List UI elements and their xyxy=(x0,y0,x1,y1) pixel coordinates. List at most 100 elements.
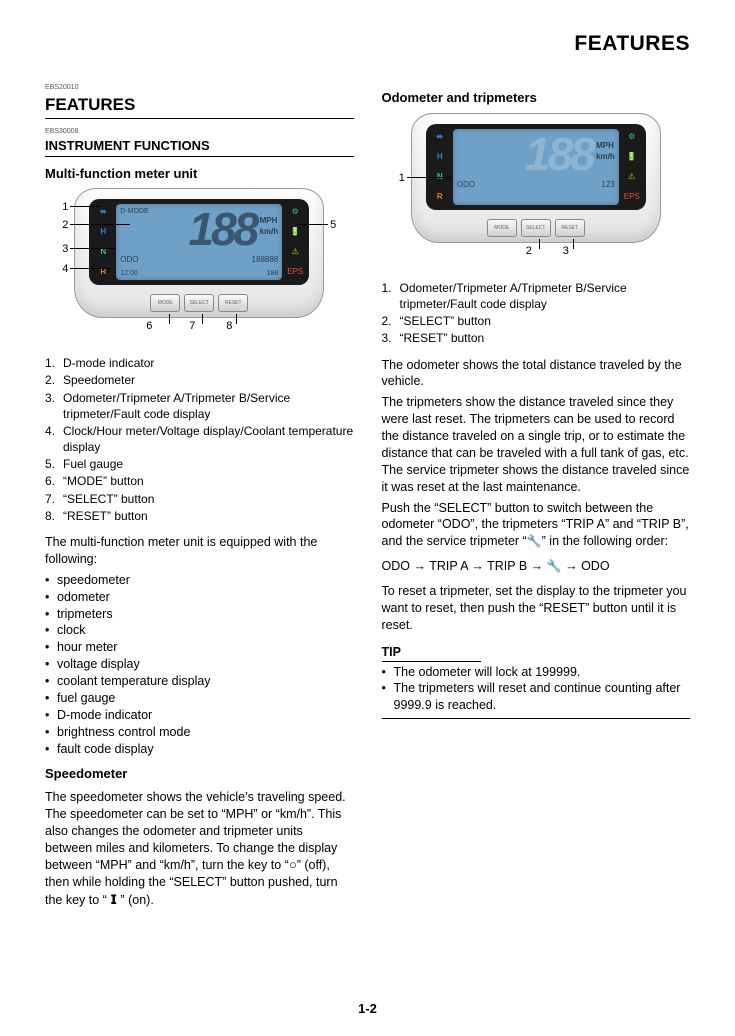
legend-item-text: D-mode indicator xyxy=(63,355,154,371)
callout-3: 3 xyxy=(62,242,68,257)
legend-item-text: “RESET” button xyxy=(63,508,148,524)
callout-4: 4 xyxy=(62,262,68,277)
gear-icon: ⚙ xyxy=(628,133,635,141)
temp-value: 188 xyxy=(267,269,279,278)
key-off-icon: ○ xyxy=(289,857,297,872)
callout-1: 1 xyxy=(62,200,68,215)
legend-item-text: Odometer/Tripmeter A/Tripmeter B/Service… xyxy=(63,390,354,422)
feature-item: coolant temperature display xyxy=(57,673,211,690)
ref-code-1: EBS20010 xyxy=(45,83,354,92)
speedometer-title: Speedometer xyxy=(45,765,354,783)
tip-list: The odometer will lock at 199999. The tr… xyxy=(382,664,691,720)
legend-item-text: Odometer/Tripmeter A/Tripmeter B/Service… xyxy=(400,280,691,312)
feature-item: speedometer xyxy=(57,572,130,589)
right-column: Odometer and tripmeters ⬌ H N R 188 xyxy=(382,83,691,913)
clock-value: 12:00 xyxy=(120,269,138,278)
meter-figure-1: ⬌ H N R D-MODE 188 MPH km/h xyxy=(45,188,354,323)
left-column: EBS20010 FEATURES EBS30008 INSTRUMENT FU… xyxy=(45,83,354,913)
reverse-icon: R xyxy=(100,268,106,276)
engine-icon: ⚠ xyxy=(628,173,635,181)
legend-item-text: Clock/Hour meter/Voltage display/Coolant… xyxy=(63,423,354,455)
meter-figure-2: ⬌ H N R 188 MPH km/h ODO xyxy=(382,113,691,248)
reset-button[interactable]: RESET xyxy=(218,294,248,312)
feature-item: fuel gauge xyxy=(57,690,115,707)
tip-item: The tripmeters will reset and continue c… xyxy=(394,680,691,714)
mode-button[interactable]: MODE xyxy=(487,219,517,237)
odo-label: ODO xyxy=(120,255,138,266)
odo-value: 123 xyxy=(601,180,614,191)
page-header: FEATURES xyxy=(45,30,690,58)
feature-item: fault code display xyxy=(57,741,154,758)
tip-item: The odometer will lock at 199999. xyxy=(394,664,581,681)
d-mode-label: D-MODE xyxy=(120,207,148,216)
turn-signal-icon: ⬌ xyxy=(100,208,107,216)
instrument-functions-title: INSTRUMENT FUNCTIONS xyxy=(45,137,354,157)
speedometer-text: The speedometer shows the vehicle’s trav… xyxy=(45,789,354,909)
battery-icon: 🔋 xyxy=(627,153,637,161)
callout-1: 1 xyxy=(399,171,405,186)
callout-6: 6 xyxy=(146,319,152,334)
multi-function-meter-title: Multi-function meter unit xyxy=(45,165,354,183)
legend-item-text: “MODE” button xyxy=(63,473,144,489)
engine-icon: ⚠ xyxy=(292,248,299,256)
odo-para-2: The tripmeters show the distance travele… xyxy=(382,394,691,495)
lcd-screen: 188 MPH km/h ODO 123 xyxy=(453,129,619,205)
ref-code-2: EBS30008 xyxy=(45,127,354,136)
legend-item-text: “SELECT” button xyxy=(63,491,154,507)
feature-item: tripmeters xyxy=(57,606,113,623)
legend-item-text: Fuel gauge xyxy=(63,456,123,472)
lcd-screen: D-MODE 188 MPH km/h ODO 188888 xyxy=(116,204,282,280)
odo-label: ODO xyxy=(457,180,475,191)
section-title: FEATURES xyxy=(45,94,354,119)
reset-button[interactable]: RESET xyxy=(555,219,585,237)
high-beam-icon: H xyxy=(100,228,106,236)
callout-3: 3 xyxy=(563,244,569,259)
eps-icon: EPS xyxy=(624,193,640,201)
odo-value: 188888 xyxy=(252,255,279,266)
mode-button[interactable]: MODE xyxy=(150,294,180,312)
legend-item-text: “SELECT” button xyxy=(400,313,491,329)
feature-item: odometer xyxy=(57,589,110,606)
select-button[interactable]: SELECT xyxy=(184,294,214,312)
page-number: 1-2 xyxy=(0,1000,735,1018)
callout-5: 5 xyxy=(330,218,336,233)
legend-item-text: Speedometer xyxy=(63,372,135,388)
select-button[interactable]: SELECT xyxy=(521,219,551,237)
eps-icon: EPS xyxy=(287,268,303,276)
neutral-icon: N xyxy=(100,248,106,256)
callout-2: 2 xyxy=(62,218,68,233)
mph-label: MPH xyxy=(596,141,615,152)
callout-7: 7 xyxy=(189,319,195,334)
mph-label: MPH xyxy=(260,216,279,227)
figure-2-legend: 1.Odometer/Tripmeter A/Tripmeter B/Servi… xyxy=(382,280,691,347)
reset-para: To reset a tripmeter, set the display to… xyxy=(382,583,691,634)
speed-digits: 188 xyxy=(525,131,593,177)
feature-item: clock xyxy=(57,622,85,639)
high-beam-icon: H xyxy=(437,153,443,161)
turn-signal-icon: ⬌ xyxy=(436,133,443,141)
figure-1-legend: 1.D-mode indicator 2.Speedometer 3.Odome… xyxy=(45,355,354,524)
kmh-label: km/h xyxy=(260,227,279,238)
battery-icon: 🔋 xyxy=(290,228,300,236)
feature-item: voltage display xyxy=(57,656,140,673)
wrench-icon: 🔧 xyxy=(527,534,542,548)
key-on-icon: 𝗜 xyxy=(110,892,117,907)
feature-item: hour meter xyxy=(57,639,117,656)
speed-digits: 188 xyxy=(189,206,257,252)
odo-para-1: The odometer shows the total distance tr… xyxy=(382,357,691,391)
display-sequence: ODO → TRIP A → TRIP B → 🔧 → ODO xyxy=(382,558,691,575)
gear-icon: ⚙ xyxy=(292,208,299,216)
callout-2: 2 xyxy=(526,244,532,259)
features-list: speedometer odometer tripmeters clock ho… xyxy=(45,572,354,758)
legend-item-text: “RESET” button xyxy=(400,330,485,346)
kmh-label: km/h xyxy=(596,152,615,163)
feature-item: D-mode indicator xyxy=(57,707,152,724)
feature-item: brightness control mode xyxy=(57,724,190,741)
odometer-title: Odometer and tripmeters xyxy=(382,89,691,107)
odo-para-3: Push the “SELECT” button to switch betwe… xyxy=(382,500,691,551)
reverse-icon: R xyxy=(437,193,443,201)
callout-8: 8 xyxy=(226,319,232,334)
tip-label: TIP xyxy=(382,644,481,662)
wrench-icon: 🔧 xyxy=(547,559,562,573)
intro-text: The multi-function meter unit is equippe… xyxy=(45,534,354,568)
